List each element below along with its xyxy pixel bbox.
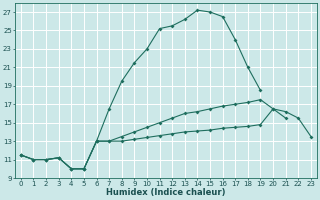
X-axis label: Humidex (Indice chaleur): Humidex (Indice chaleur) [106, 188, 226, 197]
